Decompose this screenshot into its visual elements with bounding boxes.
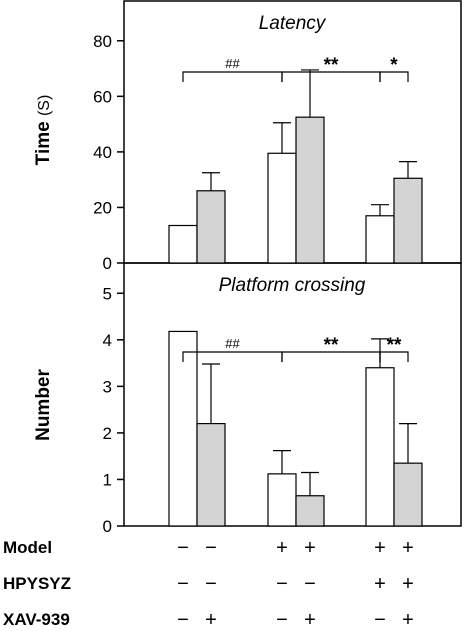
bar-white xyxy=(365,215,395,264)
bar-gray xyxy=(295,116,325,264)
y-tick-label: 40 xyxy=(93,143,112,162)
condition-sign: + xyxy=(276,537,288,559)
condition-sign: − xyxy=(177,537,189,559)
significance-label: ** xyxy=(324,55,339,76)
crossing-title: Platform crossing xyxy=(219,275,366,296)
crossing-y-axis-label: Number xyxy=(33,369,54,441)
condition-row-label: Model xyxy=(3,538,52,557)
bar-white xyxy=(267,152,297,264)
y-tick-label: 3 xyxy=(103,377,112,396)
significance-label: ** xyxy=(387,335,402,356)
significance-bracket xyxy=(379,351,409,362)
condition-sign: + xyxy=(205,609,217,631)
condition-sign: − xyxy=(205,537,217,559)
y-tick-label: 80 xyxy=(93,32,112,51)
bar-white xyxy=(168,224,198,264)
bar-white xyxy=(365,367,395,527)
condition-sign: − xyxy=(276,573,288,595)
condition-sign: + xyxy=(402,537,414,559)
condition-sign: − xyxy=(374,609,386,631)
y-tick-label: 2 xyxy=(103,424,112,443)
condition-sign: − xyxy=(177,609,189,631)
latency-title: Latency xyxy=(259,13,327,34)
condition-row-label: HPYSYZ xyxy=(3,574,71,593)
y-tick-label: 5 xyxy=(103,284,112,303)
y-tick-label: 1 xyxy=(103,470,112,489)
y-tick-label: 0 xyxy=(103,254,112,273)
significance-bracket xyxy=(182,71,283,82)
condition-sign: + xyxy=(304,537,316,559)
y-tick-label: 4 xyxy=(103,331,112,350)
condition-sign: + xyxy=(374,537,386,559)
condition-sign: − xyxy=(276,609,288,631)
bar-gray xyxy=(196,423,226,527)
bar-gray xyxy=(196,190,226,264)
bar-gray xyxy=(393,177,423,264)
condition-sign: + xyxy=(304,609,316,631)
significance-label: ## xyxy=(225,336,240,351)
significance-bracket xyxy=(379,71,409,82)
significance-label: ## xyxy=(225,56,240,71)
condition-sign: − xyxy=(205,573,217,595)
bar-gray xyxy=(295,495,325,527)
condition-sign: + xyxy=(402,573,414,595)
y-tick-label: 0 xyxy=(103,517,112,536)
latency-y-axis-label: Time (S) xyxy=(33,95,54,166)
condition-sign: + xyxy=(402,609,414,631)
condition-table: Model − − + + + +HPYSYZ − − − − + +XAV-939− + − + − + xyxy=(3,537,414,631)
bar-gray xyxy=(393,462,423,527)
y-tick-label: 60 xyxy=(93,87,112,106)
condition-sign: − xyxy=(304,573,316,595)
significance-label: ** xyxy=(324,335,339,356)
condition-sign: + xyxy=(374,573,386,595)
significance-bracket xyxy=(182,351,283,362)
condition-row-label: XAV-939 xyxy=(3,610,70,629)
bar-white xyxy=(267,473,297,527)
condition-sign: − xyxy=(177,573,189,595)
y-tick-label: 20 xyxy=(93,198,112,217)
significance-label: * xyxy=(390,55,398,76)
